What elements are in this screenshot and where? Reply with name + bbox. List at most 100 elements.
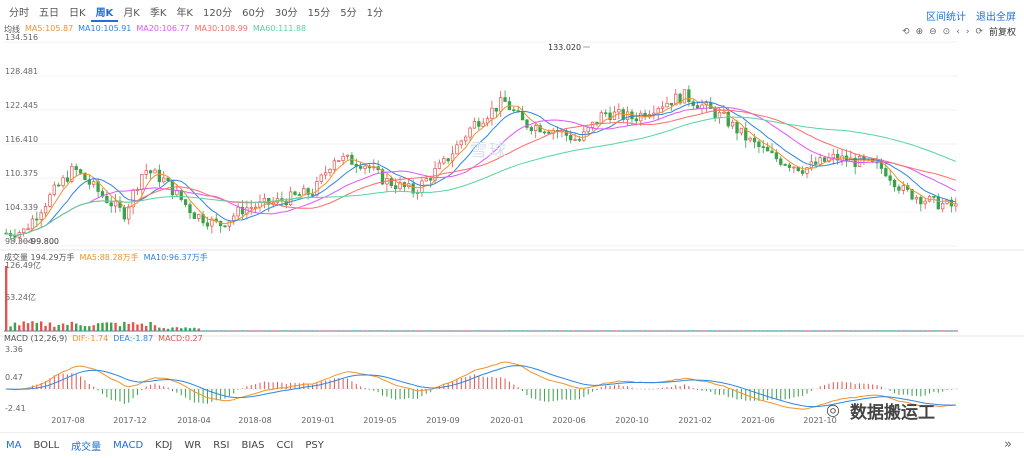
volume-bar [464, 330, 467, 331]
candle-body [315, 181, 319, 196]
volume-bar [407, 330, 410, 331]
candle-body [695, 105, 700, 109]
candle-body [437, 162, 442, 169]
volume-bar [4, 266, 8, 331]
forward-icon[interactable]: ⟳ [975, 26, 983, 37]
candle-body [884, 168, 888, 177]
tab-1[interactable]: 五日 [39, 8, 59, 19]
right-icon[interactable]: › [965, 26, 970, 37]
volume-bar [923, 330, 927, 331]
volume-bar [740, 330, 743, 331]
candle-body [429, 178, 433, 181]
candle-body [783, 164, 787, 166]
date-tick: 2020-06 [552, 416, 585, 425]
tab-6[interactable]: 年K [176, 8, 193, 19]
tab-3[interactable]: 周K [90, 6, 119, 22]
btab-8[interactable]: CCI [276, 440, 294, 451]
candle-body [363, 165, 367, 169]
candle-body [310, 194, 315, 196]
candle-body [910, 189, 914, 200]
volume-bar [210, 330, 214, 331]
volume-bar [727, 330, 730, 331]
volume-bar [490, 330, 494, 331]
volume-bar [446, 330, 450, 331]
btab-5[interactable]: WR [184, 440, 202, 451]
candle-body [752, 137, 757, 143]
ma20-line [6, 106, 957, 237]
volume-bar [810, 330, 813, 331]
volume-bar [66, 324, 69, 331]
volume-bar [836, 330, 839, 331]
range-stats-link[interactable]: 区间统计 [926, 12, 966, 23]
candle-body [144, 170, 148, 175]
left-icon[interactable]: ‹ [956, 26, 960, 37]
tab-9[interactable]: 30分 [274, 8, 298, 19]
volume-bar [363, 330, 367, 331]
candle-body [26, 228, 30, 231]
zoom-out-icon[interactable]: ⊖ [929, 26, 937, 37]
candle-body [608, 112, 612, 120]
candle-body [35, 218, 39, 221]
ma5-value: MA5:105.87 [25, 24, 74, 33]
volume-bar [552, 330, 555, 331]
volume-bar [136, 324, 139, 331]
more-icon[interactable]: » [1004, 437, 1012, 452]
volume-bar [622, 330, 625, 331]
volume-bar [114, 322, 117, 331]
tab-8[interactable]: 60分 [242, 8, 265, 19]
date-tick: 2019-05 [363, 416, 396, 425]
candle-body [210, 218, 214, 227]
volume-bar [919, 330, 923, 331]
btab-1[interactable]: BOLL [33, 440, 60, 451]
candle-body [223, 225, 227, 228]
candle-body [30, 218, 35, 230]
volume-bar [215, 330, 218, 331]
volume-bar [92, 325, 95, 331]
volume-bar [705, 330, 708, 331]
zoom-in-icon[interactable]: ⊕ [915, 26, 924, 37]
tab-2[interactable]: 日K [69, 8, 86, 19]
volume-bar [805, 330, 809, 331]
tab-11[interactable]: 5分 [340, 8, 357, 19]
volume-bar [13, 322, 17, 331]
candle-body [262, 198, 267, 203]
exit-fullscreen-link[interactable]: 退出全屏 [976, 12, 1016, 23]
btab-7[interactable]: BIAS [241, 440, 265, 451]
volume-bar [245, 330, 249, 331]
candle-body [573, 139, 577, 141]
volume-bar [635, 330, 638, 331]
reset-icon[interactable]: ⊙ [942, 26, 951, 37]
tab-0[interactable]: 分时 [9, 8, 29, 19]
candle-body [205, 222, 210, 227]
candle-body [774, 152, 779, 160]
dea-line [6, 365, 956, 408]
btab-6[interactable]: RSI [213, 440, 230, 451]
price-tick: 116.410 [5, 135, 38, 144]
volume-bar [692, 330, 695, 331]
volume-bar [713, 330, 717, 331]
candle-body [665, 102, 669, 108]
btab-0[interactable]: MA [6, 440, 22, 451]
adjust-select[interactable]: 前复权 [988, 28, 1016, 38]
tab-10[interactable]: 15分 [307, 8, 331, 19]
date-tick: 2017-12 [113, 416, 146, 425]
candle-body [341, 155, 345, 161]
date-tick: 2021-02 [678, 416, 711, 425]
volume-bar [814, 330, 817, 331]
btab-3[interactable]: MACD [113, 440, 144, 451]
volume-bar [70, 321, 74, 331]
tab-7[interactable]: 120分 [203, 8, 233, 19]
volume-bar [105, 322, 109, 331]
ma10-line [6, 101, 956, 237]
tab-4[interactable]: 月K [123, 8, 140, 19]
volume-bar [96, 323, 100, 331]
tab-5[interactable]: 季K [149, 8, 167, 19]
volume-bar [560, 330, 564, 331]
volume-bar [53, 326, 56, 331]
back-icon[interactable]: ⟲ [902, 26, 910, 37]
btab-4[interactable]: KDJ [155, 440, 173, 451]
tab-12[interactable]: 1分 [366, 8, 384, 19]
btab-9[interactable]: PSY [305, 440, 324, 451]
btab-2[interactable]: 成交量 [71, 442, 102, 453]
